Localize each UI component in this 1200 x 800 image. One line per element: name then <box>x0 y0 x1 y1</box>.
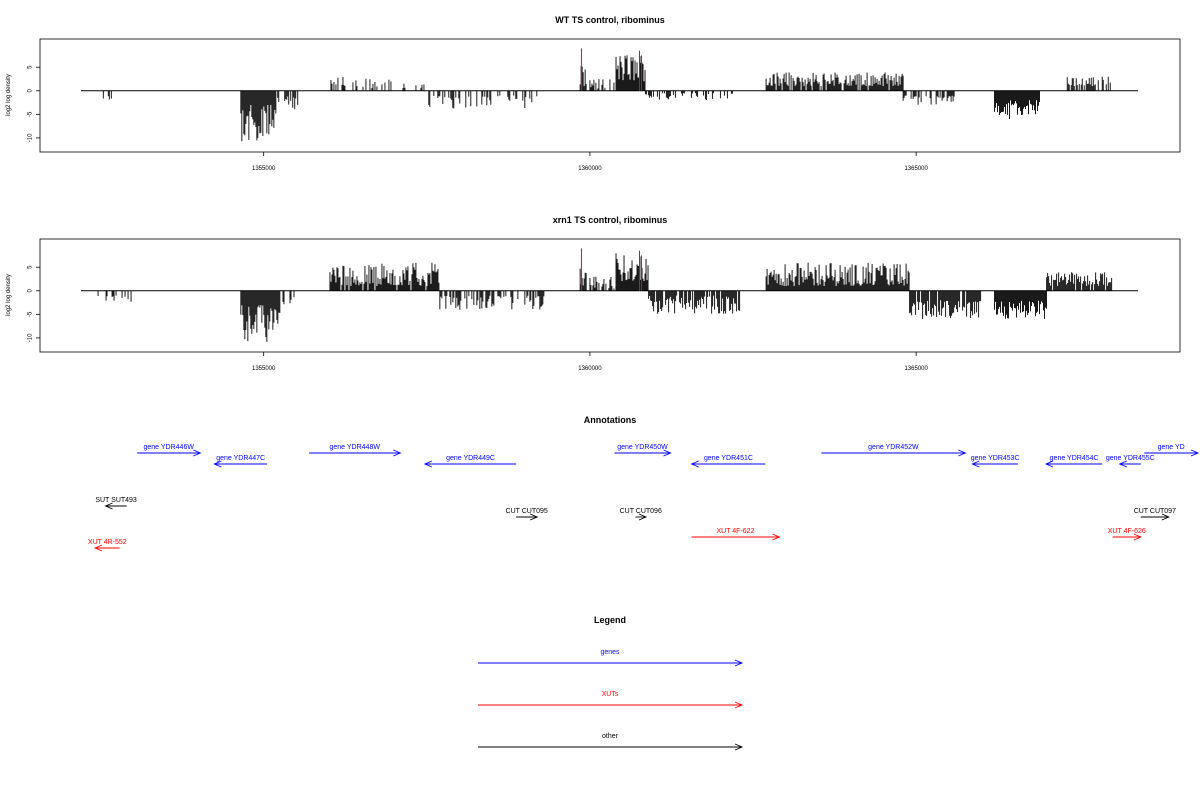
arrow-head <box>663 449 672 457</box>
panel-wt: WT TS control, ribominus log2 log densit… <box>6 15 1181 172</box>
feature-gene-ydr453c: gene YDR453C <box>971 455 1020 468</box>
feature-xut-4f-626: XUT 4F-626 <box>1108 528 1146 541</box>
feature-label: CUT CUT096 <box>620 508 662 515</box>
arrow-head <box>734 701 744 709</box>
feature-label: gene YDR446W <box>143 444 194 451</box>
x-tick-label: 1360000 <box>578 366 602 372</box>
legend-title: Legend <box>594 615 626 625</box>
arrow-head <box>423 460 433 468</box>
arrow-head <box>104 502 113 510</box>
feature-cut-cut095: CUT CUT095 <box>506 508 548 521</box>
feature-label: gene YDR455C <box>1106 455 1155 462</box>
legend-label: XUTs <box>602 691 619 698</box>
x-tick-label: 1365000 <box>904 166 928 172</box>
y-tick-label: 5 <box>28 265 34 269</box>
x-tick-label: 1360000 <box>578 166 602 172</box>
feature-gene-ydr446w: gene YDR446W <box>137 444 202 457</box>
feature-cut-cut097: CUT CUT097 <box>1134 508 1176 521</box>
feature-label: CUT CUT095 <box>506 508 548 515</box>
y-tick-label: -10 <box>28 333 34 342</box>
arrow-head <box>690 460 699 468</box>
data-marks <box>81 248 1138 342</box>
feature-label: gene YDR453C <box>971 455 1020 462</box>
feature-gene-ydr447c: gene YDR447C <box>213 455 267 468</box>
arrow-head <box>772 533 781 541</box>
arrow-head <box>93 544 103 552</box>
panel-xrn1: xrn1 TS control, ribominus log2 log dens… <box>6 215 1181 372</box>
legend-label: genes <box>600 649 620 656</box>
legend-label: other <box>602 733 619 740</box>
feature-label: XUT 4F-626 <box>1108 528 1146 535</box>
legend-item-xuts: XUTs <box>478 691 744 709</box>
x-tick-label: 1355000 <box>252 166 276 172</box>
arrow-head <box>1044 460 1054 468</box>
feature-gene-ydr451c: gene YDR451C <box>690 455 766 468</box>
feature-label: CUT CUT097 <box>1134 508 1176 515</box>
panel-title: WT TS control, ribominus <box>555 15 665 25</box>
arrow-head <box>393 449 402 457</box>
feature-gene-ydr449c: gene YDR449C <box>423 455 517 468</box>
arrow-head <box>213 460 222 468</box>
panel-title: xrn1 TS control, ribominus <box>553 215 668 225</box>
feature-label: gene YD <box>1158 444 1185 451</box>
legend-items: genes XUTs other <box>478 649 744 751</box>
legend: Legend genes XUTs other <box>478 615 744 751</box>
legend-item-other: other <box>478 733 744 751</box>
y-tick-label: 5 <box>28 65 34 69</box>
arrow-head <box>734 743 744 751</box>
arrow-head <box>638 513 648 521</box>
feature-gene-ydr454c: gene YDR454C <box>1044 455 1103 468</box>
feature-gene-ydr448w: gene YDR448W <box>309 444 402 457</box>
data-marks <box>81 48 1138 142</box>
plot-frame <box>39 238 1181 353</box>
axes: -10 -5 0 5 1355000 1360000 1365000 <box>28 65 929 172</box>
y-axis-label: log2 log density <box>6 274 12 316</box>
feature-gene-ydr455c: gene YDR455C <box>1106 455 1155 468</box>
y-tick-label: -5 <box>28 311 34 317</box>
feature-label: gene YDR449C <box>446 455 495 462</box>
arrow-head <box>193 449 202 457</box>
feature-label: gene YDR447C <box>216 455 265 462</box>
y-tick-label: 0 <box>28 88 34 92</box>
arrow-head <box>971 460 980 468</box>
x-tick-label: 1355000 <box>252 366 276 372</box>
feature-label: gene YDR452W <box>868 444 919 451</box>
arrow-head <box>1133 533 1142 541</box>
y-axis-label: log2 log density <box>6 74 12 116</box>
arrow-head <box>958 449 967 457</box>
feature-cut-cut096: CUT CUT096 <box>620 508 662 521</box>
y-tick-label: 0 <box>28 288 34 292</box>
feature-label: XUT 4F-622 <box>716 528 754 535</box>
feature-gene-ydr450w: gene YDR450W <box>614 444 672 457</box>
arrow-head <box>530 513 539 521</box>
feature-xut-4r-552: XUT 4R-552 <box>88 539 127 552</box>
feature-gene-yd: gene YD <box>1144 444 1200 457</box>
y-tick-label: -10 <box>28 133 34 142</box>
arrow-head <box>1190 449 1200 457</box>
feature-sut-sut493: SUT SUT493 <box>95 497 137 510</box>
feature-gene-ydr452w: gene YDR452W <box>821 444 967 457</box>
feature-tracks: gene YDR446W gene YDR447C gene YDR448W gene… <box>88 444 1200 552</box>
feature-xut-4f-622: XUT 4F-622 <box>691 528 781 541</box>
legend-item-genes: genes <box>478 649 744 667</box>
axes: -10 -5 0 5 1355000 1360000 1365000 <box>28 265 929 372</box>
x-tick-label: 1365000 <box>904 366 928 372</box>
feature-label: gene YDR448W <box>329 444 380 451</box>
feature-label: gene YDR454C <box>1050 455 1099 462</box>
y-tick-label: -5 <box>28 111 34 117</box>
feature-label: gene YDR450W <box>617 444 668 451</box>
plot-frame <box>39 38 1181 153</box>
feature-label: SUT SUT493 <box>95 497 137 504</box>
feature-label: XUT 4R-552 <box>88 539 127 546</box>
arrow-head <box>734 659 744 667</box>
feature-label: gene YDR451C <box>704 455 753 462</box>
arrow-head <box>1161 513 1171 521</box>
arrow-head <box>1118 460 1127 468</box>
annotations-title: Annotations <box>584 415 637 425</box>
